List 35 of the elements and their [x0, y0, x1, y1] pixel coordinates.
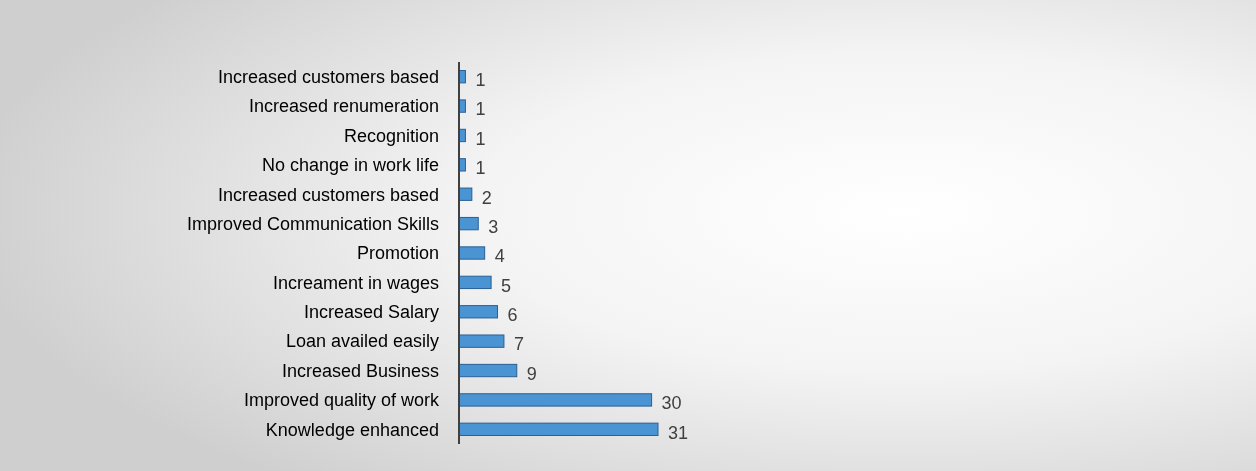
y-tick-label: Increased renumeration: [248, 96, 439, 117]
y-tick-label: Promotion: [356, 243, 439, 264]
data-label: 5: [501, 275, 512, 296]
y-tick-label: Increased Salary: [303, 302, 439, 323]
data-label: 6: [507, 305, 518, 326]
y-tick-label: No change in work life: [261, 155, 439, 176]
y-tick-label: Increased Business: [281, 360, 439, 381]
bar: [458, 363, 518, 378]
bar: [458, 216, 479, 231]
bar: [458, 275, 492, 290]
data-label: 1: [475, 158, 486, 179]
data-label: 2: [481, 187, 492, 208]
data-label: 30: [661, 393, 682, 414]
y-tick-label: Recognition: [343, 125, 439, 146]
data-label: 1: [475, 99, 486, 120]
data-label: 7: [513, 334, 524, 355]
data-label: 31: [668, 422, 689, 443]
bar: [458, 334, 505, 348]
y-tick-label: Knowledge enhanced: [265, 419, 439, 440]
data-label: 9: [526, 363, 537, 384]
data-label: 1: [475, 128, 486, 149]
data-label: 1: [475, 69, 486, 90]
data-label: 3: [488, 216, 499, 237]
y-tick-label: Improved Communication Skills: [186, 213, 439, 234]
bar: [458, 305, 499, 319]
y-tick-label: Increament in wages: [272, 272, 439, 293]
y-tick-label: Increased customers based: [217, 66, 439, 87]
bar: [458, 422, 659, 436]
bar: [458, 187, 473, 201]
y-tick-label: Loan availed easily: [285, 331, 439, 352]
y-tick-label: Improved quality of work: [243, 390, 440, 411]
y-tick-label: Increased customers based: [217, 184, 439, 205]
bar: [458, 246, 486, 260]
bar: [458, 393, 653, 407]
data-label: 4: [494, 246, 505, 267]
